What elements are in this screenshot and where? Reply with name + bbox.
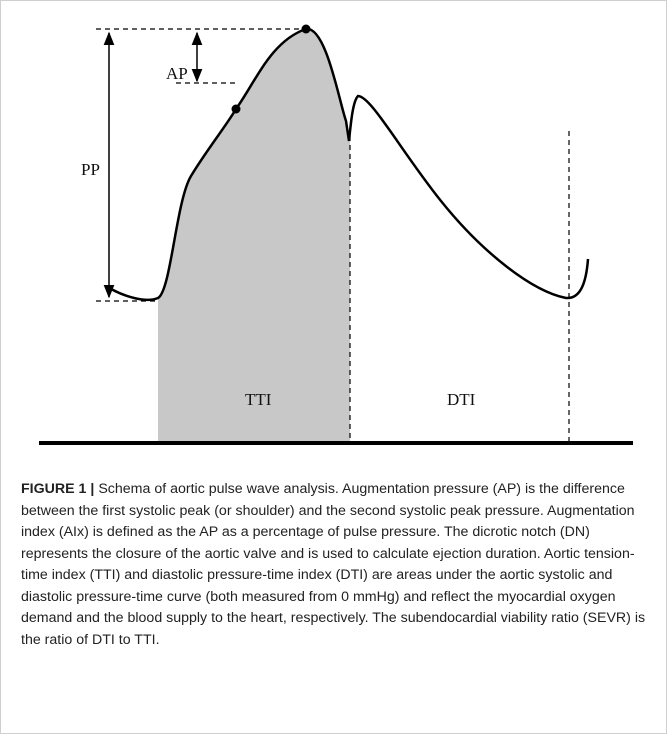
tti-label: TTI: [245, 390, 272, 409]
diagram: AP PP TTI DTI: [39, 24, 633, 445]
ap-label: AP: [166, 64, 188, 83]
caption-text: Schema of aortic pulse wave analysis. Au…: [21, 481, 646, 648]
dti-label: DTI: [447, 390, 476, 409]
tti-area: [158, 28, 350, 444]
shoulder-point: [231, 104, 241, 114]
caption-label: FIGURE 1 |: [21, 481, 95, 497]
pp-label: PP: [81, 160, 100, 179]
pressure-curve: [110, 27, 590, 302]
peak-point: [301, 24, 311, 34]
caption: FIGURE 1 | Schema of aortic pulse wave an…: [21, 479, 649, 651]
